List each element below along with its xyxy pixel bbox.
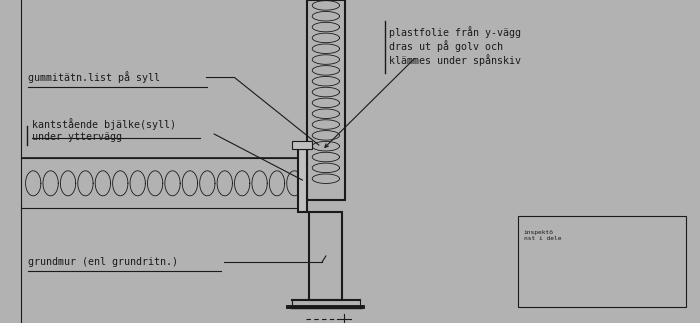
Bar	[518, 216, 686, 307]
Text: kantstående bjälke(syll)
under yttervägg: kantstående bjälke(syll) under yttervägg	[32, 119, 176, 142]
Bar	[309, 212, 342, 300]
Text: inspektö
nst i dele: inspektö nst i dele	[524, 230, 561, 241]
Bar	[307, 0, 345, 200]
Bar	[292, 141, 312, 149]
Text: plastfolie från y-vägg
dras ut på golv och
klämmes under spånskiv: plastfolie från y-vägg dras ut på golv o…	[389, 26, 521, 66]
Text: grundmur (enl grundritn.): grundmur (enl grundritn.)	[28, 257, 178, 266]
Text: gummitätn.list på syll: gummitätn.list på syll	[28, 72, 160, 83]
Bar	[298, 149, 307, 212]
